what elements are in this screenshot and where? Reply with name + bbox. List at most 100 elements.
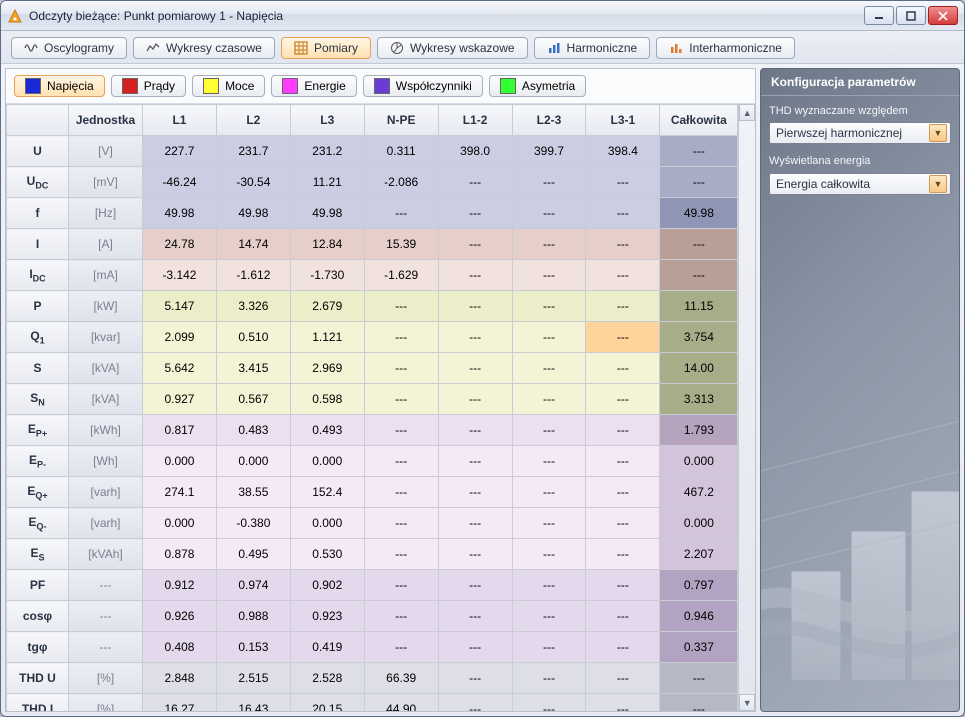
scroll-up-button[interactable]: ▲ (739, 104, 755, 121)
tab-label: Wykresy czasowe (166, 41, 262, 55)
energy-display-select[interactable]: Energia całkowita ▼ (769, 173, 951, 195)
thd-basis-select[interactable]: Pierwszej harmonicznej ▼ (769, 122, 951, 144)
data-cell: -3.142 (143, 260, 217, 291)
close-button[interactable] (928, 6, 958, 25)
data-cell: 231.7 (216, 136, 290, 167)
total-cell: 0.000 (660, 446, 738, 477)
data-cell: 0.493 (290, 415, 364, 446)
data-cell: --- (438, 229, 512, 260)
row-label: EQ- (7, 508, 69, 539)
color-swatch-icon (500, 78, 516, 94)
tab-pomiary[interactable]: Pomiary (281, 37, 371, 59)
data-cell: --- (438, 167, 512, 198)
data-cell: --- (512, 229, 586, 260)
category-współczynniki[interactable]: Współczynniki (363, 75, 483, 97)
data-cell: --- (512, 508, 586, 539)
data-cell: 66.39 (364, 663, 438, 694)
total-cell: --- (660, 136, 738, 167)
color-swatch-icon (203, 78, 219, 94)
table-row: SN[kVA]0.9270.5670.598------------3.313 (7, 384, 738, 415)
row-label: f (7, 198, 69, 229)
data-cell: 399.7 (512, 136, 586, 167)
data-cell: --- (364, 198, 438, 229)
data-cell: 0.927 (143, 384, 217, 415)
tab-label: Pomiary (314, 41, 358, 55)
category-asymetria[interactable]: Asymetria (489, 75, 586, 97)
unit-cell: [mA] (69, 260, 143, 291)
data-cell: --- (438, 570, 512, 601)
table-row: ES[kVAh]0.8780.4950.530------------2.207 (7, 539, 738, 570)
data-cell: --- (438, 477, 512, 508)
category-moce[interactable]: Moce (192, 75, 265, 97)
data-cell: --- (586, 539, 660, 570)
data-cell: 0.598 (290, 384, 364, 415)
total-cell: 0.000 (660, 508, 738, 539)
data-cell: --- (438, 353, 512, 384)
data-cell: 3.415 (216, 353, 290, 384)
tab-interharmoniczne[interactable]: Interharmoniczne (656, 37, 795, 59)
row-label: SN (7, 384, 69, 415)
window-controls (864, 6, 958, 25)
total-cell: 2.207 (660, 539, 738, 570)
data-cell: --- (512, 384, 586, 415)
tab-oscylogramy[interactable]: Oscylogramy (11, 37, 127, 59)
data-cell: --- (512, 601, 586, 632)
category-napięcia[interactable]: Napięcia (14, 75, 105, 97)
tab-label: Interharmoniczne (689, 41, 782, 55)
data-cell: 49.98 (216, 198, 290, 229)
unit-cell: [kVA] (69, 384, 143, 415)
vertical-scrollbar[interactable]: ▲ ▼ (738, 104, 755, 711)
tab-wykresy-czasowe[interactable]: Wykresy czasowe (133, 37, 275, 59)
tab-label: Oscylogramy (44, 41, 114, 55)
category-label: Współczynniki (396, 79, 472, 93)
category-energie[interactable]: Energie (271, 75, 356, 97)
table-row: S[kVA]5.6423.4152.969------------14.00 (7, 353, 738, 384)
data-cell: 0.000 (143, 508, 217, 539)
column-header: L2-3 (512, 105, 586, 136)
total-cell: 3.313 (660, 384, 738, 415)
data-cell: --- (586, 353, 660, 384)
tab-wykresy-wskazowe[interactable]: Wykresy wskazowe (377, 37, 528, 59)
color-swatch-icon (282, 78, 298, 94)
data-cell: --- (586, 384, 660, 415)
data-cell: 0.988 (216, 601, 290, 632)
table-icon (294, 41, 308, 55)
data-cell: 11.21 (290, 167, 364, 198)
data-cell: 15.39 (364, 229, 438, 260)
data-cell: 0.817 (143, 415, 217, 446)
maximize-button[interactable] (896, 6, 926, 25)
data-cell: --- (364, 632, 438, 663)
column-header (7, 105, 69, 136)
data-cell: --- (438, 415, 512, 446)
tab-harmoniczne[interactable]: Harmoniczne (534, 37, 651, 59)
row-label: tgφ (7, 632, 69, 663)
data-cell: --- (512, 446, 586, 477)
table-row: U[V]227.7231.7231.20.311398.0399.7398.4-… (7, 136, 738, 167)
oscilloscope-icon (24, 41, 38, 55)
data-cell: -0.380 (216, 508, 290, 539)
unit-cell: [V] (69, 136, 143, 167)
row-label: EP+ (7, 415, 69, 446)
unit-cell: [varh] (69, 477, 143, 508)
column-header: N-PE (364, 105, 438, 136)
unit-cell: [varh] (69, 508, 143, 539)
data-cell: 398.0 (438, 136, 512, 167)
category-label: Asymetria (522, 79, 575, 93)
data-cell: --- (438, 260, 512, 291)
data-cell: --- (512, 260, 586, 291)
data-cell: 0.419 (290, 632, 364, 663)
total-cell: 467.2 (660, 477, 738, 508)
data-cell: --- (586, 446, 660, 477)
data-cell: 0.926 (143, 601, 217, 632)
category-prądy[interactable]: Prądy (111, 75, 186, 97)
data-cell: 231.2 (290, 136, 364, 167)
table-row: tgφ---0.4080.1530.419------------0.337 (7, 632, 738, 663)
data-cell: 0.878 (143, 539, 217, 570)
thd-basis-value: Pierwszej harmonicznej (776, 126, 902, 140)
minimize-button[interactable] (864, 6, 894, 25)
data-cell: -30.54 (216, 167, 290, 198)
data-cell: 2.099 (143, 322, 217, 353)
table-row: EQ+[varh]274.138.55152.4------------467.… (7, 477, 738, 508)
content-area: Napięcia Prądy Moce Energie Współczynniki Asy… (1, 64, 964, 716)
scroll-down-button[interactable]: ▼ (739, 694, 755, 711)
